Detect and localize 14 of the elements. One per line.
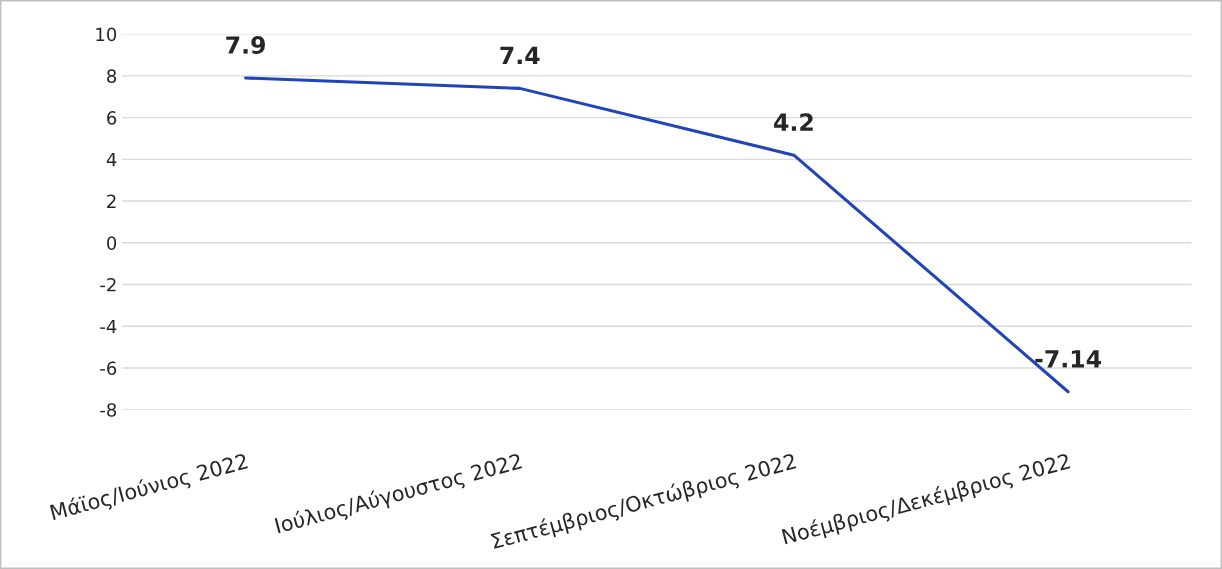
y-tick-label: 4 — [106, 153, 117, 167]
y-tick-label: -4 — [100, 319, 117, 334]
data-label: 7.9 — [226, 36, 265, 54]
data-label: 7.4 — [500, 46, 540, 65]
y-tick-label: 2 — [107, 194, 116, 208]
y-tick-label: 6 — [107, 111, 117, 125]
data-label: 4.2 — [774, 113, 813, 131]
data-label: -7.14 — [1035, 350, 1102, 368]
y-tick-label: -6 — [100, 361, 117, 376]
y-tick-label: -8 — [100, 403, 117, 417]
y-tick-label: -2 — [100, 277, 116, 292]
y-tick-label: 0 — [107, 236, 117, 250]
y-tick-label: 10 — [96, 27, 117, 42]
y-tick-label: 8 — [107, 69, 117, 83]
